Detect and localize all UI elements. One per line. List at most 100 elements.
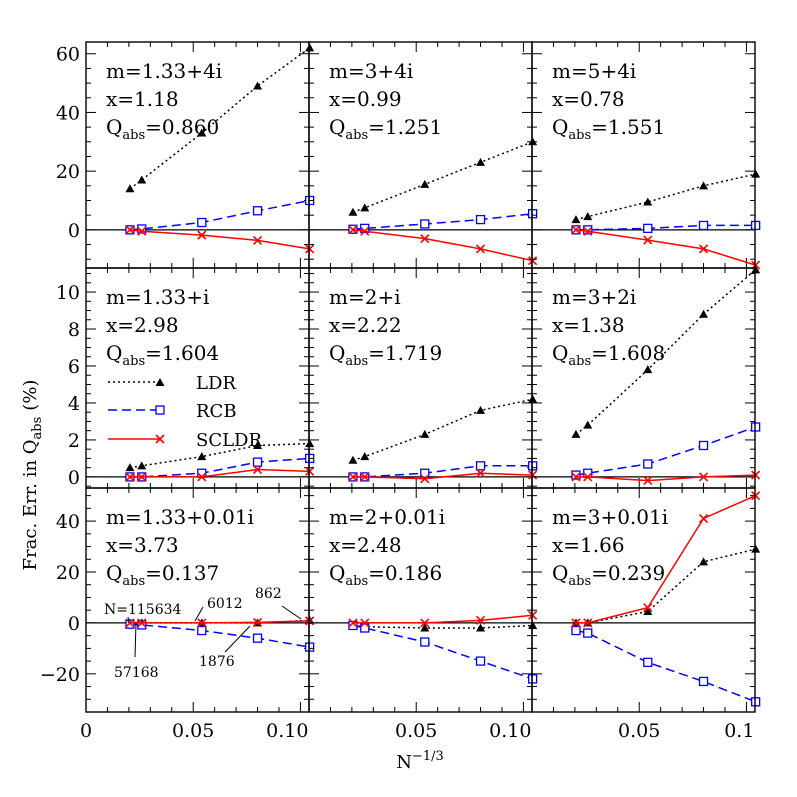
panel-3-1-qabs-prefix: Q bbox=[106, 561, 122, 585]
panel-1-1-series-scldr-point-1 bbox=[125, 225, 135, 235]
panel-3-3-series-scldr-point-1 bbox=[571, 618, 581, 628]
panel-3-2-qabs-value: =0.186 bbox=[368, 561, 442, 585]
panel-2-3-series-scldr-point-4 bbox=[698, 472, 709, 482]
panel-1-2-series-ldr bbox=[348, 137, 538, 216]
legend-label-rcb: RCB bbox=[196, 401, 237, 422]
panel-2-2-qabs-value: =1.719 bbox=[368, 341, 442, 365]
panel-1-2-series-scldr-point-4 bbox=[475, 244, 486, 254]
panel-1-2-series-rcb-point-4 bbox=[475, 214, 486, 225]
panel-1-1-series-scldr-point-4 bbox=[252, 235, 263, 245]
panel-2-3-series-ldr-point-3 bbox=[643, 365, 653, 374]
panel-1-2-label-1: m=3+4i bbox=[329, 59, 413, 83]
legend: LDR RCB SCLDR bbox=[108, 373, 262, 451]
panel-3-2-series-scldr-point-4 bbox=[475, 615, 486, 625]
panel-3-2-series-ldr-point-4 bbox=[476, 623, 486, 632]
panel-2-1-ytick-label: 8 bbox=[68, 319, 80, 341]
panel-1-3: m=5+4i x=0.78 Qabs=1.551 bbox=[531, 41, 761, 270]
panel-3-2-series-rcb-point-4 bbox=[475, 656, 486, 666]
panel-2-3-series-scldr bbox=[571, 470, 761, 486]
panel-1-3-series-scldr bbox=[571, 225, 761, 270]
panel-1-1-series-scldr-line bbox=[129, 229, 310, 250]
y-axis-title-unit: (%) bbox=[20, 380, 41, 411]
svg-text:Frac. Err. in Qabs(%): Frac. Err. in Qabs (%) bbox=[20, 380, 45, 571]
panel-3-1-series-scldr bbox=[125, 616, 315, 628]
panel-3-1-qabs-value: =0.137 bbox=[145, 561, 219, 585]
panel-1-1-series-rcb-line bbox=[129, 199, 310, 231]
y-axis-title-main: Frac. Err. in Q bbox=[20, 439, 41, 570]
panel-2-1-ytick-label: 0 bbox=[68, 467, 80, 489]
panel-3-2-qabs-sub: abs bbox=[345, 574, 368, 589]
panel-3-3-series-scldr-point-2 bbox=[583, 618, 593, 628]
panel-3-2-label-1: m=2+0.01i bbox=[329, 505, 445, 529]
panel-3-3-xtick-label: 0.05 bbox=[618, 720, 660, 742]
panel-3-3-series-scldr-point-4 bbox=[698, 513, 709, 524]
panel-2-2-series-scldr bbox=[348, 468, 538, 484]
panel-2-3-series-rcb-point-3 bbox=[643, 459, 653, 469]
panel-2-1-qabs-label: Qabs=1.604 bbox=[106, 341, 219, 369]
panel-1-2-series-ldr-point-4 bbox=[476, 157, 486, 166]
panel-3-1-xtick-label: 0.05 bbox=[172, 720, 214, 742]
panel-2-1-series-ldr-point-3 bbox=[197, 452, 207, 461]
annotation-leader-862 bbox=[281, 605, 302, 620]
panel-3-3-qabs-sub: abs bbox=[568, 574, 591, 589]
legend-entry-scldr: SCLDR bbox=[108, 430, 262, 451]
panel-2-1-qabs-sub: abs bbox=[122, 354, 145, 369]
panel-2-3-series-ldr-point-1 bbox=[571, 429, 581, 438]
panel-2-1-label-1: m=1.33+i bbox=[106, 285, 209, 309]
panel-2-2-qabs-prefix: Q bbox=[329, 341, 345, 365]
panel-2-3-label-2: x=1.38 bbox=[552, 313, 625, 337]
panel-3-2-series-scldr bbox=[348, 610, 538, 628]
panel-3-3-label-1: m=3+0.01i bbox=[552, 505, 668, 529]
panel-2-1-label-2: x=2.98 bbox=[106, 313, 179, 337]
panel-1-2-series-rcb-line bbox=[352, 212, 533, 231]
panel-3-3: 0.05 0.1 m=3+0.01i x=1.66 Qabs=0.239 bbox=[531, 487, 761, 742]
panel-1-2-label-2: x=0.99 bbox=[329, 87, 402, 111]
panel-2-3-qabs-label: Qabs=1.608 bbox=[552, 341, 665, 369]
panel-3-1-series-rcb-point-1 bbox=[125, 619, 135, 629]
panel-1-1-label-2: x=1.18 bbox=[106, 87, 179, 111]
panel-3-2-series-ldr-point-3 bbox=[420, 623, 430, 632]
panel-2-1-ytick-label: 6 bbox=[68, 356, 80, 378]
x-axis-title-sup: −1/3 bbox=[412, 749, 444, 764]
panel-3-3-series-rcb-line bbox=[575, 629, 756, 703]
panel-3-1-xtick-label: 0.10 bbox=[266, 720, 308, 742]
panel-1-3-series-scldr-point-2 bbox=[583, 226, 593, 236]
legend-label-ldr: LDR bbox=[196, 373, 236, 394]
panel-2-3-series-rcb-line bbox=[575, 426, 756, 476]
panel-3-2-label-2: x=2.48 bbox=[329, 533, 402, 557]
panel-3-2-series-scldr-point-1 bbox=[348, 618, 358, 628]
panel-3-1: −20 0 20 40 0 0.05 0.10 m=1.33+0.01i x=3.73 Qabs=… bbox=[40, 487, 315, 742]
panel-3-3-series-scldr-point-3 bbox=[643, 603, 653, 613]
panel-3-3-series-rcb-point-2 bbox=[583, 628, 593, 638]
annotation-862: 862 bbox=[255, 586, 282, 602]
panel-2-2-series-ldr-point-4 bbox=[476, 405, 486, 414]
panel-2-2-series-scldr-line bbox=[353, 472, 533, 480]
panel-1-1-series-ldr-point-1 bbox=[125, 184, 135, 193]
legend-marker-scldr bbox=[155, 434, 165, 444]
panel-3-1-ytick-label: −20 bbox=[40, 664, 80, 686]
panel-1-2-qabs-value: =1.251 bbox=[368, 115, 442, 139]
panel-2-2-series-scldr-point-3 bbox=[420, 474, 430, 484]
panel-1-3-series-scldr-point-1 bbox=[571, 225, 581, 235]
panel-3-1-series-scldr-point-1 bbox=[125, 618, 135, 628]
annotations: N=115634 57168 6012 1876 862 bbox=[104, 586, 302, 681]
panel-2-2-series-scldr-point-2 bbox=[360, 472, 370, 482]
panel-3-2-qabs-label: Qabs=0.186 bbox=[329, 561, 442, 589]
panel-3-3-frame bbox=[531, 487, 756, 713]
panel-1-2-qabs-sub: abs bbox=[345, 128, 368, 143]
panel-3-2-xtick-label: 0.10 bbox=[489, 720, 531, 742]
panel-2-1-series-scldr-point-3 bbox=[197, 472, 207, 482]
panel-1-1-ytick-label: 40 bbox=[56, 102, 80, 124]
panel-3-3-series-rcb-point-3 bbox=[643, 657, 653, 668]
panel-2-1-series-scldr-point-2 bbox=[137, 472, 147, 482]
panel-1-1-series-rcb-point-2 bbox=[137, 224, 147, 234]
panel-1-1-series-ldr-point-4 bbox=[253, 81, 263, 90]
panel-3-3-series-ldr-point-4 bbox=[699, 557, 709, 566]
panel-3-2-series-scldr-point-3 bbox=[420, 618, 430, 628]
panel-2-2-label-2: x=2.22 bbox=[329, 313, 402, 337]
panel-2-1-ytick-label: 4 bbox=[68, 393, 80, 415]
panel-2-1-series-ldr-point-2 bbox=[137, 461, 147, 470]
panel-1-3-label-1: m=5+4i bbox=[552, 59, 636, 83]
panel-2-2-series-scldr-point-4 bbox=[475, 468, 486, 478]
panel-1-2: m=3+4i x=0.99 Qabs=1.251 bbox=[308, 41, 538, 269]
